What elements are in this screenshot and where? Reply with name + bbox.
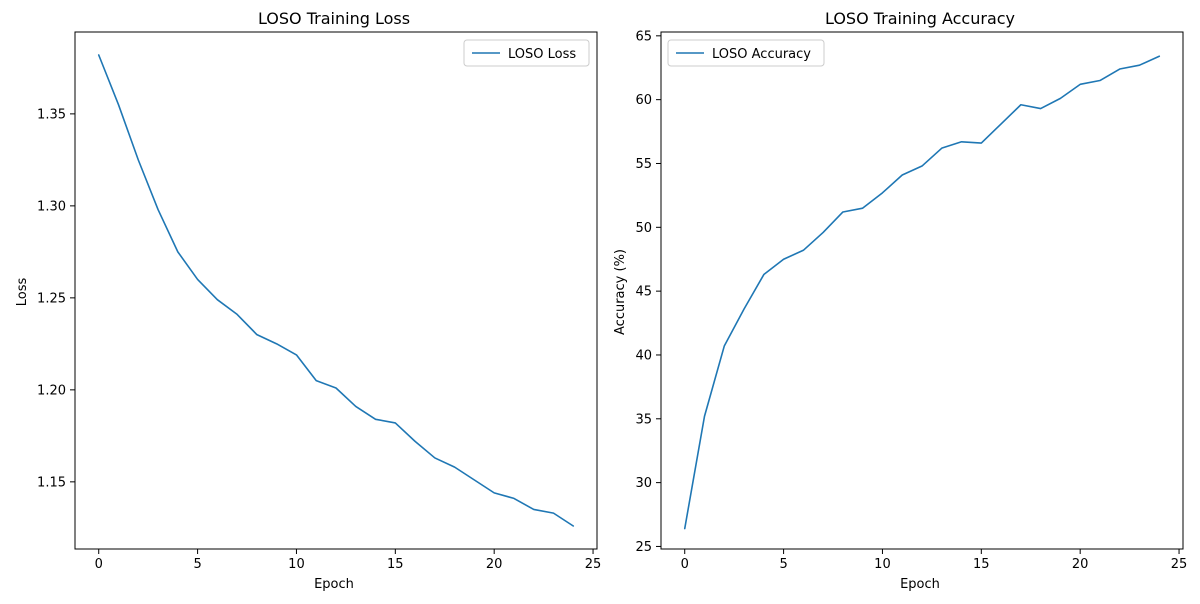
loss-y-tick-label: 1.25 — [37, 291, 66, 306]
accuracy-y-tick-label: 25 — [635, 540, 652, 555]
loss-x-tick-label: 5 — [193, 557, 201, 572]
loss-x-tick-label: 20 — [486, 557, 503, 572]
loss-chart: LOSO Training Loss Epoch Loss 0 5 10 15 20 25… — [15, 9, 601, 592]
accuracy-x-axis-label: Epoch — [900, 577, 940, 592]
accuracy-x-tick-label: 20 — [1072, 557, 1089, 572]
loss-y-tick-label: 1.35 — [37, 107, 66, 122]
loss-y-tick-label: 1.15 — [37, 475, 66, 490]
loss-y-axis-label: Loss — [15, 278, 30, 307]
accuracy-y-tick-label: 35 — [635, 412, 652, 427]
accuracy-legend-label: LOSO Accuracy — [712, 47, 811, 62]
loss-y-tick-label: 1.30 — [37, 199, 66, 214]
loss-x-tick-label: 15 — [387, 557, 404, 572]
accuracy-y-tick-label: 65 — [635, 29, 652, 44]
accuracy-y-tick-label: 55 — [635, 157, 652, 172]
accuracy-chart: LOSO Training Accuracy Epoch Accuracy (%… — [613, 9, 1187, 592]
accuracy-y-tick-label: 40 — [635, 348, 652, 363]
loss-axes-frame — [74, 31, 598, 550]
accuracy-x-tick-label: 5 — [779, 557, 787, 572]
accuracy-y-tick-label: 50 — [635, 221, 652, 236]
loss-legend-box — [463, 39, 590, 67]
loss-x-tick-label: 25 — [585, 557, 602, 572]
loss-series-line — [97, 54, 575, 527]
loss-legend: LOSO Loss — [463, 39, 590, 67]
accuracy-axis-ticks: 0 5 10 15 20 25 25 30 35 40 45 50 55 60 65 — [635, 29, 1187, 572]
accuracy-x-tick-label: 10 — [874, 557, 891, 572]
loss-x-tick-label: 0 — [95, 557, 103, 572]
accuracy-legend: LOSO Accuracy — [667, 39, 825, 67]
loss-x-tick-label: 10 — [288, 557, 305, 572]
accuracy-axes-frame — [660, 31, 1184, 550]
accuracy-x-tick-label: 0 — [681, 557, 689, 572]
accuracy-plot-lines — [683, 55, 1161, 530]
accuracy-legend-box — [667, 39, 825, 67]
loss-axis-ticks: 0 5 10 15 20 25 1.15 1.20 1.25 1.30 1.35 — [37, 107, 601, 572]
accuracy-x-tick-label: 25 — [1171, 557, 1188, 572]
loss-plot-lines — [97, 54, 575, 527]
accuracy-y-axis-label: Accuracy (%) — [613, 249, 628, 335]
accuracy-x-tick-label: 15 — [973, 557, 990, 572]
loss-y-tick-label: 1.20 — [37, 383, 66, 398]
accuracy-chart-title: LOSO Training Accuracy — [825, 9, 1015, 28]
accuracy-y-tick-label: 30 — [635, 476, 652, 491]
accuracy-y-tick-label: 45 — [635, 285, 652, 300]
loss-legend-label: LOSO Loss — [508, 47, 576, 62]
loss-x-axis-label: Epoch — [314, 577, 354, 592]
accuracy-series-line — [683, 55, 1161, 530]
accuracy-y-tick-label: 60 — [635, 93, 652, 108]
loss-chart-title: LOSO Training Loss — [258, 9, 410, 28]
